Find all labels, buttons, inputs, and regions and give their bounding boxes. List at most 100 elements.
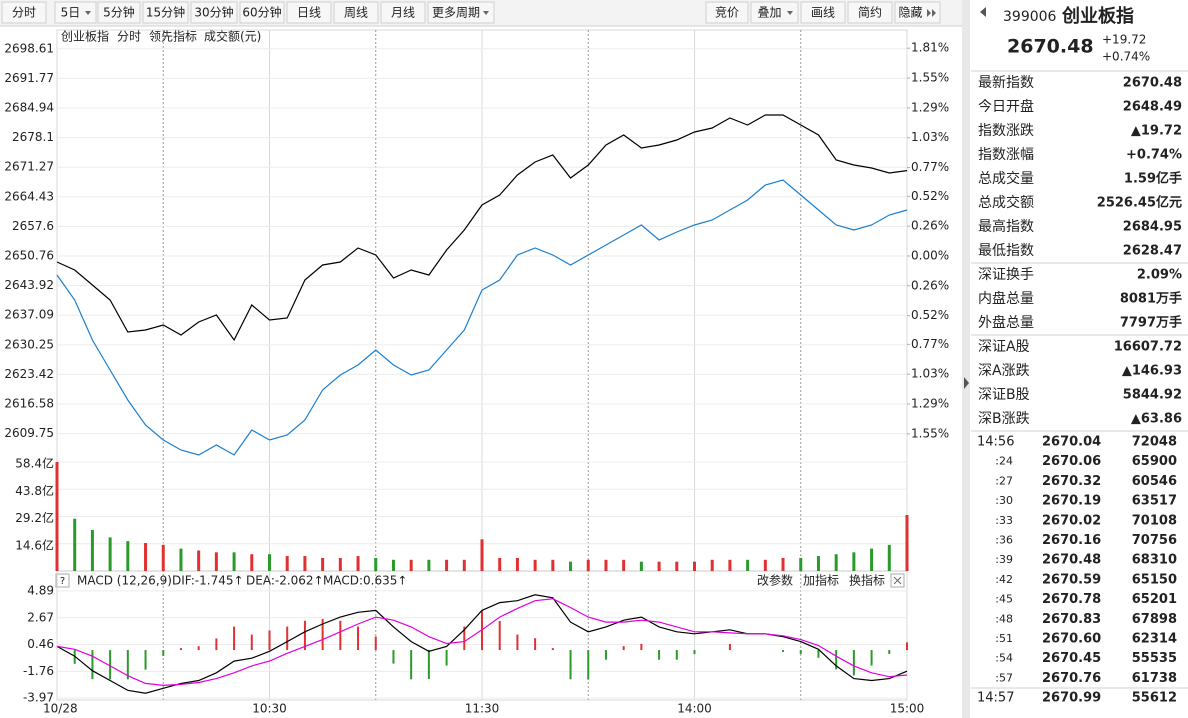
toolbar-label: 5日	[61, 6, 81, 20]
dropdown-arrow	[787, 11, 793, 15]
quote-name: 创业板指	[1061, 5, 1134, 27]
quote-value: ▲19.72	[1131, 124, 1182, 139]
volume-bar	[763, 559, 767, 571]
quote-value: ▲63.86	[1131, 412, 1182, 427]
y2-tick-label: 1.55%	[911, 71, 949, 85]
quote-value: 1.59亿手	[1124, 171, 1182, 187]
volume-bar	[693, 561, 696, 571]
toolbar-label: 隐藏	[898, 6, 922, 20]
series-line	[56, 598, 908, 687]
quote-price: 2670.48	[1007, 36, 1094, 58]
toolbar-label: 更多周期	[432, 6, 480, 20]
y2-tick-label: 0.52%	[911, 189, 949, 203]
indicator-button[interactable]: 换指标	[849, 573, 885, 588]
chart-title: 成交额(元)	[204, 29, 261, 44]
toolbar-button[interactable]	[705, 1, 749, 24]
toolbar-button[interactable]	[97, 1, 141, 24]
trade-price: 2670.60	[1042, 632, 1101, 647]
volume-bar	[73, 518, 77, 571]
toolbar-label: 30分钟	[194, 5, 233, 20]
close-mark	[893, 576, 902, 585]
quote-change: +19.72	[1102, 33, 1146, 47]
y-tick-label: 2664.43	[4, 189, 54, 203]
y-tick-label: 2643.92	[4, 278, 54, 292]
toolbar-button[interactable]	[190, 1, 238, 24]
volume-bar	[445, 559, 449, 571]
trade-volume: 70756	[1132, 533, 1177, 548]
y2-tick-label: 0.00%	[911, 248, 949, 262]
y2-tick-label: 0.26%	[911, 219, 949, 233]
y-tick-label: 43.8亿	[15, 483, 54, 498]
volume-bar	[887, 544, 891, 571]
quote-label: 最新指数	[978, 75, 1034, 91]
prev-arrow[interactable]	[980, 7, 986, 17]
volume-bar	[569, 561, 573, 571]
splitter[interactable]	[962, 0, 970, 718]
toolbar-button[interactable]	[750, 1, 799, 24]
trade-price: 2670.19	[1042, 494, 1101, 509]
volume-bar	[710, 559, 714, 571]
y2-tick-label: 0.52%	[911, 308, 949, 322]
toolbar-button[interactable]	[239, 1, 285, 24]
dropdown-arrow	[483, 11, 489, 15]
toolbar-button[interactable]	[142, 1, 189, 24]
y-tick-label: 29.2亿	[15, 510, 54, 525]
quote-value: 2684.95	[1123, 220, 1182, 235]
quote-label: 今日开盘	[978, 98, 1034, 115]
toolbar-label: 竞价	[715, 6, 739, 20]
y-tick-label: 2657.6	[12, 219, 54, 233]
toolbar-label: 5分钟	[103, 5, 135, 20]
indicator-button[interactable]: 加指标	[803, 573, 839, 588]
volume-bar	[55, 462, 59, 571]
y-tick-label: 14.6亿	[15, 537, 54, 552]
trade-price: 2670.83	[1042, 612, 1101, 627]
trade-volume: 62314	[1132, 632, 1177, 647]
y-tick-label: 2616.58	[4, 397, 54, 411]
toolbar-button[interactable]	[1, 1, 47, 24]
toolbar-button[interactable]	[894, 1, 941, 24]
toolbar-label: 分时	[12, 6, 36, 20]
toolbar-button[interactable]	[847, 1, 893, 24]
y2-tick-label: 0.77%	[911, 337, 949, 351]
quote-pct: +0.74%	[1102, 50, 1150, 64]
volume-bar	[515, 557, 519, 571]
volume-bar	[250, 554, 254, 571]
trade-price: 2670.06	[1042, 454, 1101, 469]
x-tick-label: 14:00	[677, 702, 712, 716]
toolbar-button[interactable]	[54, 1, 97, 24]
legend-label: 领先指标	[149, 29, 197, 44]
toolbar-button[interactable]	[427, 1, 495, 24]
trade-price: 2670.59	[1042, 572, 1101, 587]
quote-label: 外盘总量	[978, 314, 1034, 331]
trade-price: 2670.04	[1042, 435, 1101, 450]
trade-price: 2670.32	[1042, 474, 1101, 489]
quote-code: 399006	[1003, 9, 1057, 25]
volume-bar	[232, 552, 236, 571]
toolbar-button[interactable]	[333, 1, 379, 24]
help-icon[interactable]	[55, 573, 70, 588]
volume-bar	[321, 557, 325, 571]
trade-time: :42	[995, 573, 1013, 586]
y-tick-label: 2637.09	[4, 308, 54, 322]
toolbar-button[interactable]	[800, 1, 846, 24]
help-mark: ?	[60, 576, 65, 587]
indicator-value: MACD:0.635↑	[323, 574, 407, 588]
x-tick-label: 11:30	[465, 702, 500, 716]
y2-tick-label: 1.55%	[911, 426, 949, 440]
y2-tick-label: 0.26%	[911, 278, 949, 292]
trade-price: 2670.78	[1042, 592, 1101, 607]
indicator-button[interactable]: 改参数	[757, 573, 793, 588]
trade-volume: 61738	[1132, 671, 1177, 686]
quote-value: 2648.49	[1123, 100, 1182, 115]
toolbar-button[interactable]	[380, 1, 426, 24]
quote-label: 最低指数	[978, 243, 1034, 259]
quote-label: 深B涨跌	[978, 411, 1030, 427]
volume-bar	[728, 559, 732, 571]
volume-bar	[409, 559, 413, 571]
trade-time: :36	[995, 534, 1013, 547]
y-tick-label: 2.67	[27, 610, 54, 624]
indicator-value: DEA:-2.062↑	[246, 574, 324, 588]
toolbar-button[interactable]	[286, 1, 332, 24]
trade-volume: 65201	[1132, 592, 1177, 607]
